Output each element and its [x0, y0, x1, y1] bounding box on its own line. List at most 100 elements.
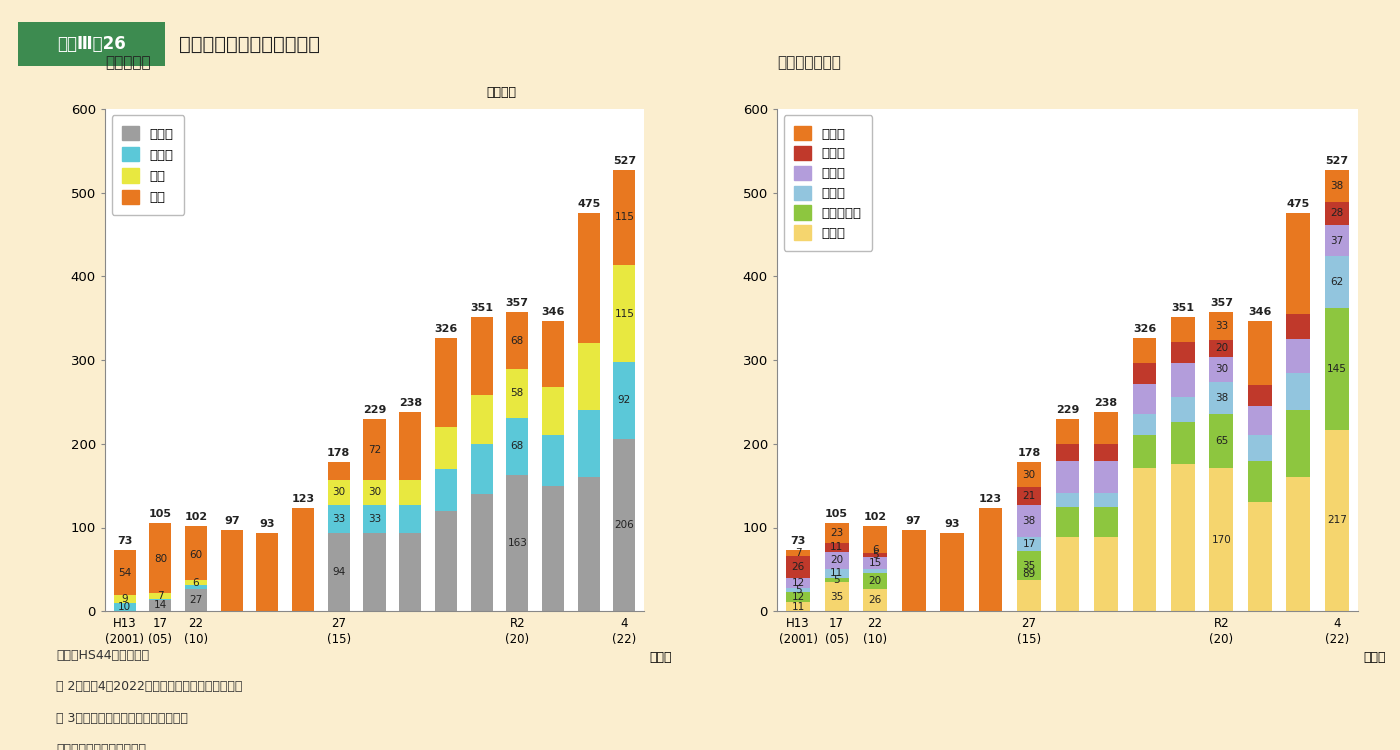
- Bar: [864, 590, 888, 611]
- Text: 21: 21: [1022, 491, 1036, 501]
- Bar: [1247, 386, 1271, 406]
- Text: 30: 30: [332, 488, 346, 497]
- Bar: [1324, 202, 1348, 225]
- Bar: [613, 439, 636, 611]
- Text: 54: 54: [118, 568, 132, 578]
- Bar: [864, 526, 888, 553]
- Text: 3：計の不一致は四捨五入による。: 3：計の不一致は四捨五入による。: [56, 712, 188, 724]
- Text: 38: 38: [1330, 181, 1344, 190]
- Bar: [1133, 413, 1156, 434]
- Bar: [1324, 430, 1348, 611]
- Bar: [435, 511, 456, 611]
- Bar: [1093, 461, 1119, 494]
- Bar: [1093, 494, 1119, 508]
- Text: 我が国の木材輸出額の推移: 我が国の木材輸出額の推移: [179, 34, 321, 54]
- Bar: [470, 494, 493, 611]
- Text: 105: 105: [148, 509, 172, 519]
- Text: 123: 123: [979, 494, 1002, 504]
- Bar: [613, 266, 636, 362]
- Text: 6: 6: [872, 545, 878, 555]
- Text: 28: 28: [1330, 209, 1344, 218]
- Text: 15: 15: [868, 558, 882, 568]
- Text: 5: 5: [833, 574, 840, 585]
- Bar: [1287, 373, 1310, 410]
- Bar: [787, 556, 811, 578]
- Text: 33: 33: [332, 514, 346, 523]
- Text: 229: 229: [1056, 405, 1079, 416]
- Text: 93: 93: [945, 519, 960, 530]
- Text: 35: 35: [830, 592, 843, 602]
- Bar: [542, 486, 564, 611]
- Text: 326: 326: [434, 324, 458, 334]
- Bar: [1016, 462, 1042, 488]
- Text: 115: 115: [615, 308, 634, 319]
- Bar: [1247, 503, 1271, 611]
- Bar: [328, 532, 350, 611]
- Text: 30: 30: [1022, 470, 1036, 480]
- Bar: [435, 427, 456, 469]
- Text: 11: 11: [830, 542, 843, 552]
- Text: 346: 346: [542, 308, 564, 317]
- Bar: [787, 550, 811, 556]
- Bar: [578, 344, 599, 410]
- Bar: [1287, 214, 1310, 314]
- Bar: [507, 418, 528, 475]
- Text: 5: 5: [795, 585, 801, 595]
- Bar: [864, 556, 888, 569]
- Text: ［国・地域別］: ［国・地域別］: [777, 55, 841, 70]
- Text: （年）: （年）: [1364, 652, 1386, 664]
- Bar: [1324, 308, 1348, 430]
- Bar: [1093, 412, 1119, 444]
- Bar: [542, 322, 564, 387]
- Bar: [1093, 508, 1119, 537]
- Text: 20: 20: [830, 555, 843, 566]
- Text: 33: 33: [1215, 321, 1228, 331]
- Bar: [113, 550, 136, 596]
- Bar: [1016, 551, 1042, 580]
- Bar: [399, 412, 421, 480]
- Bar: [507, 475, 528, 611]
- Text: 5: 5: [872, 550, 878, 560]
- Text: 30: 30: [1215, 364, 1228, 374]
- Bar: [1210, 340, 1233, 357]
- Bar: [979, 509, 1002, 611]
- Bar: [825, 552, 848, 568]
- Bar: [1170, 343, 1194, 363]
- Text: 72: 72: [368, 445, 381, 454]
- Bar: [1133, 468, 1156, 611]
- Text: 115: 115: [615, 212, 634, 222]
- Text: 170: 170: [1211, 535, 1231, 545]
- Bar: [902, 530, 925, 611]
- Bar: [435, 338, 456, 427]
- Bar: [1016, 580, 1042, 611]
- Bar: [825, 542, 848, 552]
- Bar: [1016, 537, 1042, 551]
- Bar: [1210, 312, 1233, 340]
- Bar: [507, 369, 528, 418]
- Text: 346: 346: [1249, 308, 1271, 317]
- Bar: [1133, 384, 1156, 413]
- Bar: [1133, 434, 1156, 468]
- Bar: [150, 599, 171, 611]
- Text: 12: 12: [791, 592, 805, 602]
- Bar: [1210, 468, 1233, 611]
- Bar: [1210, 382, 1233, 413]
- Text: 357: 357: [1210, 298, 1233, 308]
- Bar: [256, 533, 279, 611]
- Text: 37: 37: [1330, 236, 1344, 246]
- Bar: [1324, 256, 1348, 308]
- Bar: [470, 395, 493, 444]
- Text: 351: 351: [1172, 303, 1194, 313]
- Text: 94: 94: [332, 567, 346, 577]
- Bar: [399, 505, 421, 532]
- Bar: [328, 462, 350, 480]
- Bar: [435, 469, 456, 511]
- Bar: [113, 596, 136, 603]
- Bar: [1056, 461, 1079, 494]
- Bar: [787, 588, 811, 592]
- Bar: [221, 530, 242, 611]
- Text: 資料：財務省「貿易統計」: 資料：財務省「貿易統計」: [56, 743, 146, 750]
- Bar: [787, 602, 811, 611]
- Text: 92: 92: [617, 395, 631, 405]
- Bar: [1324, 170, 1348, 202]
